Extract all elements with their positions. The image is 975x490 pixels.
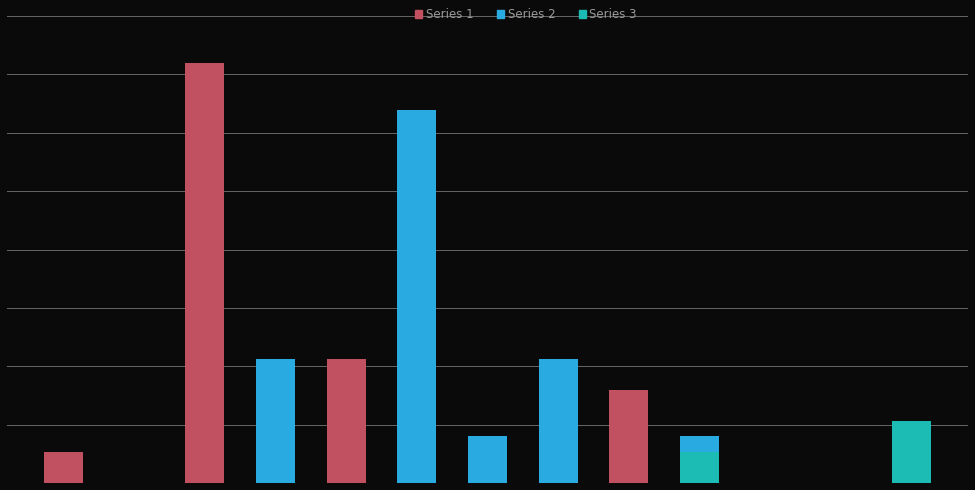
Bar (609, 390, 648, 483)
Bar (892, 421, 931, 483)
Bar (468, 437, 507, 483)
Bar (681, 437, 719, 483)
Bar (44, 452, 83, 483)
Bar (185, 63, 224, 483)
Bar (468, 437, 507, 483)
Bar (539, 359, 577, 483)
Bar (327, 359, 366, 483)
Bar (681, 452, 719, 483)
Bar (398, 110, 436, 483)
Bar (256, 359, 294, 483)
Legend: Series 1, Series 2, Series 3: Series 1, Series 2, Series 3 (410, 3, 642, 26)
